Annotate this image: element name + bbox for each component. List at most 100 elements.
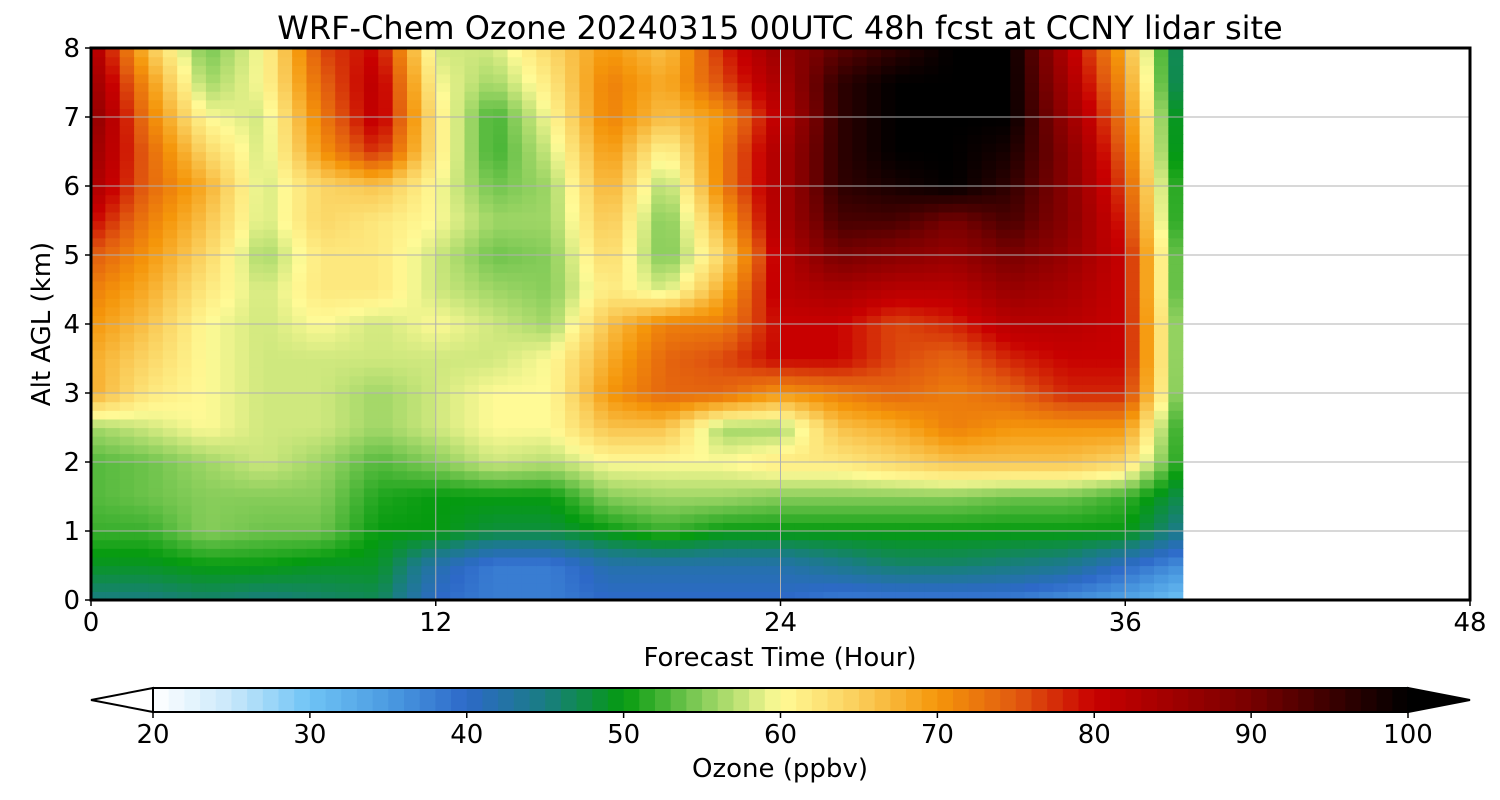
heatmap-cell xyxy=(177,505,193,515)
heatmap-cell xyxy=(349,151,365,161)
heatmap-cell xyxy=(737,332,753,342)
heatmap-cell xyxy=(1096,186,1112,196)
heatmap-cell xyxy=(881,522,897,532)
heatmap-cell xyxy=(478,470,494,480)
heatmap-cell xyxy=(1125,591,1141,600)
heatmap-cell xyxy=(450,168,466,178)
heatmap-cell xyxy=(852,384,868,394)
heatmap-cell xyxy=(766,358,782,368)
heatmap-cell xyxy=(162,522,178,532)
heatmap-cell xyxy=(507,117,523,127)
heatmap-cell xyxy=(723,73,738,84)
heatmap-cell xyxy=(694,479,710,489)
heatmap-cell xyxy=(550,505,566,515)
heatmap-cell xyxy=(277,393,293,403)
heatmap-cell xyxy=(1010,548,1026,558)
heatmap-cell xyxy=(1110,82,1126,92)
heatmap-cell xyxy=(392,91,408,101)
heatmap-cell xyxy=(536,565,552,575)
heatmap-cell xyxy=(651,591,667,600)
heatmap-cell xyxy=(780,315,796,325)
heatmap-cell xyxy=(708,332,724,342)
heatmap-cell xyxy=(636,280,652,291)
heatmap-cell xyxy=(895,358,911,368)
heatmap-cell xyxy=(809,255,825,265)
heatmap-cell xyxy=(550,375,566,385)
heatmap-cell xyxy=(392,315,408,325)
heatmap-cell xyxy=(1053,453,1069,463)
heatmap-cell xyxy=(407,384,422,394)
heatmap-cell xyxy=(191,548,207,558)
heatmap-cell xyxy=(636,341,652,351)
heatmap-cell xyxy=(665,375,681,385)
heatmap-cell xyxy=(565,393,580,403)
heatmap-cell xyxy=(809,306,825,316)
heatmap-cell xyxy=(565,401,580,411)
heatmap-cell xyxy=(1168,289,1184,299)
heatmap-cell xyxy=(1067,65,1083,75)
heatmap-cell xyxy=(1125,349,1141,360)
heatmap-cell xyxy=(91,367,106,377)
heatmap-cell xyxy=(450,349,466,360)
heatmap-cell xyxy=(579,522,595,532)
heatmap-cell xyxy=(1024,393,1040,403)
heatmap-cell xyxy=(292,556,308,567)
heatmap-cell xyxy=(967,203,983,213)
heatmap-cell xyxy=(105,513,121,523)
heatmap-cell xyxy=(967,134,983,144)
heatmap-cell xyxy=(866,436,882,446)
heatmap-cell xyxy=(91,220,106,230)
heatmap-cell xyxy=(1010,151,1026,161)
heatmap-cell xyxy=(263,332,279,342)
heatmap-cell xyxy=(263,280,279,291)
heatmap-cell xyxy=(737,272,753,282)
heatmap-cell xyxy=(608,418,624,429)
heatmap-cell xyxy=(679,48,695,58)
heatmap-cell xyxy=(205,418,221,429)
heatmap-cell xyxy=(636,531,652,541)
heatmap-cell xyxy=(636,375,652,385)
heatmap-cell xyxy=(277,574,293,584)
heatmap-cell xyxy=(1139,462,1155,472)
heatmap-cell xyxy=(464,177,480,187)
heatmap-cell xyxy=(392,263,408,273)
heatmap-cell xyxy=(967,73,983,84)
heatmap-cell xyxy=(967,393,983,403)
heatmap-cell xyxy=(766,582,782,592)
heatmap-cell xyxy=(1096,531,1112,541)
heatmap-cell xyxy=(622,263,638,273)
heatmap-cell xyxy=(952,194,968,204)
heatmap-cell xyxy=(1139,591,1155,600)
heatmap-cell xyxy=(852,487,868,498)
heatmap-cell xyxy=(579,48,595,58)
heatmap-cell xyxy=(622,255,638,265)
heatmap-cell xyxy=(478,263,494,273)
heatmap-cell xyxy=(521,246,537,256)
heatmap-cell xyxy=(737,556,753,567)
heatmap-cell xyxy=(1067,401,1083,411)
heatmap-cell xyxy=(1110,134,1126,144)
heatmap-cell xyxy=(1168,591,1184,600)
heatmap-cell xyxy=(737,582,753,592)
heatmap-cell xyxy=(565,134,580,144)
heatmap-cell xyxy=(1139,117,1155,127)
heatmap-cell xyxy=(708,324,724,334)
heatmap-cell xyxy=(679,306,695,316)
heatmap-cell xyxy=(565,349,580,360)
heatmap-cell xyxy=(751,246,767,256)
heatmap-cell xyxy=(292,565,308,575)
heatmap-cell xyxy=(895,108,911,118)
heatmap-cell xyxy=(823,574,839,584)
colorbar-swatch xyxy=(592,688,609,712)
heatmap-cell xyxy=(134,246,150,256)
heatmap-cell xyxy=(162,470,178,480)
heatmap-cell xyxy=(1096,358,1112,368)
heatmap-cell xyxy=(320,418,336,429)
heatmap-cell xyxy=(995,582,1011,592)
heatmap-cell xyxy=(1139,56,1155,66)
heatmap-cell xyxy=(478,315,494,325)
heatmap-cell xyxy=(794,315,810,325)
heatmap-cell xyxy=(967,341,983,351)
heatmap-cell xyxy=(478,56,494,66)
heatmap-cell xyxy=(478,255,494,265)
